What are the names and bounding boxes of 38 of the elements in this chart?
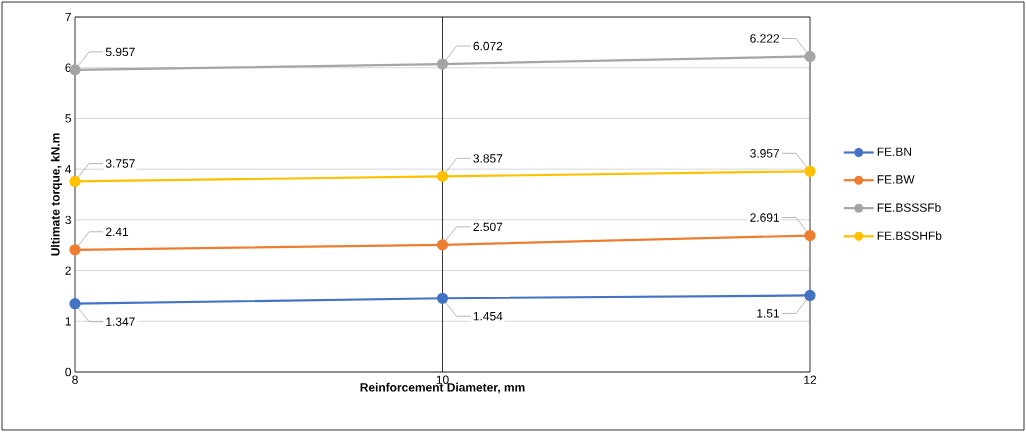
legend-label: FE.BSSSFb bbox=[877, 203, 941, 212]
y-tick-label: 3 bbox=[65, 215, 71, 225]
point bbox=[804, 165, 816, 177]
point bbox=[69, 244, 81, 256]
data-label: 3.857 bbox=[473, 154, 503, 163]
data-label: 5.957 bbox=[105, 47, 135, 57]
point bbox=[804, 229, 816, 242]
point bbox=[69, 175, 81, 188]
data-label: 3.757 bbox=[105, 159, 135, 168]
x-tick-label: 10 bbox=[436, 375, 449, 384]
legend-label: FE.BW bbox=[877, 175, 915, 184]
y-tick-label: 2 bbox=[65, 266, 71, 275]
y-axis-title: Ultimate torque, kN.m bbox=[50, 133, 62, 256]
data-label: 6.222 bbox=[750, 34, 779, 43]
data-label: 2.41 bbox=[106, 227, 129, 236]
x-tick-label: 12 bbox=[804, 375, 817, 384]
data-label: 1.347 bbox=[106, 317, 135, 326]
point bbox=[436, 170, 449, 182]
data-label: 1.51 bbox=[757, 309, 780, 318]
data-label: 1.454 bbox=[473, 312, 503, 321]
point bbox=[804, 289, 816, 302]
point bbox=[436, 58, 449, 70]
legend-label: FE.BN bbox=[877, 147, 912, 156]
y-tick-label: 7 bbox=[65, 12, 71, 22]
point bbox=[436, 292, 449, 304]
x-tick-label: 8 bbox=[72, 375, 78, 384]
y-tick-label: 4 bbox=[65, 165, 72, 174]
data-label: 3.957 bbox=[750, 149, 779, 158]
data-label: 2.691 bbox=[750, 213, 780, 222]
data-label: 6.072 bbox=[473, 41, 503, 51]
y-tick-label: 0 bbox=[65, 367, 72, 377]
legend-label: FE.BSSHFb bbox=[877, 231, 942, 240]
point bbox=[804, 50, 816, 63]
y-tick-label: 5 bbox=[65, 114, 71, 123]
point bbox=[69, 298, 81, 310]
y-tick-label: 1 bbox=[65, 317, 71, 326]
point bbox=[436, 239, 449, 251]
data-label: 2.507 bbox=[473, 222, 503, 232]
